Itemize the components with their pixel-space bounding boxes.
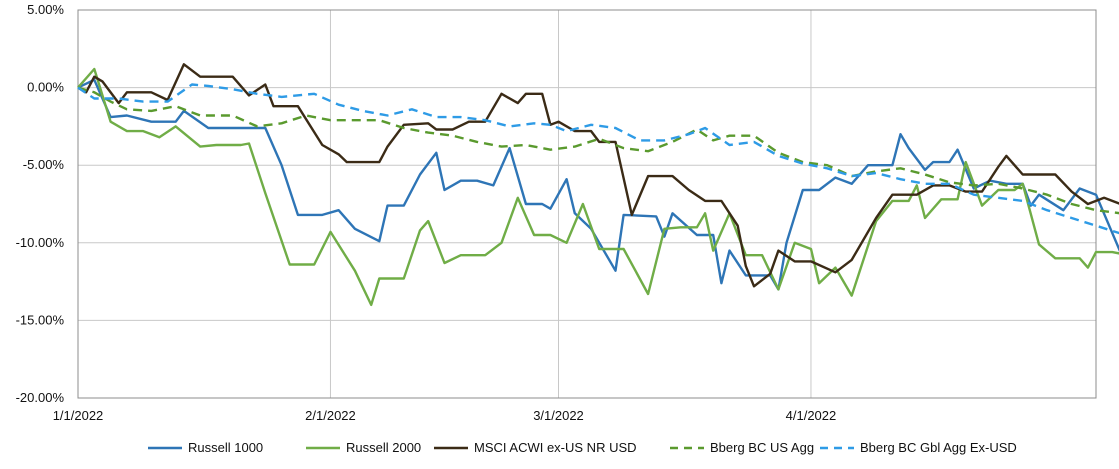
y-tick-label: 0.00%: [27, 80, 64, 95]
legend-label-msci-acwi-ex-us-nr-usd: MSCI ACWI ex-US NR USD: [474, 440, 637, 455]
x-tick-label: 1/1/2022: [53, 408, 104, 423]
legend-label-bberg-bc-gbl-agg-ex-usd: Bberg BC Gbl Agg Ex-USD: [860, 440, 1017, 455]
series-lines: [77, 63, 1119, 307]
y-tick-label: -5.00%: [23, 157, 65, 172]
x-tick-label: 4/1/2022: [786, 408, 837, 423]
legend-label-russell-2000: Russell 2000: [346, 440, 421, 455]
series-line-russell-2000: [77, 67, 1119, 307]
series-line-russell-1000: [77, 78, 1119, 291]
x-tick-label: 2/1/2022: [305, 408, 356, 423]
legend: Russell 1000 Russell 2000 MSCI ACWI ex-US …: [148, 440, 1017, 455]
plot-area: [77, 9, 1097, 399]
series-line-msci-acwi-ex-us-nr-usd: [77, 63, 1119, 288]
x-tick-label: 3/1/2022: [533, 408, 584, 423]
y-axis: 5.00% 0.00% -5.00% -10.00% -15.00% -20.00%: [16, 2, 65, 405]
y-tick-label: -15.00%: [16, 312, 65, 327]
y-tick-label: 5.00%: [27, 2, 64, 17]
x-axis: 1/1/2022 2/1/2022 3/1/2022 4/1/2022: [53, 408, 837, 423]
legend-label-russell-1000: Russell 1000: [188, 440, 263, 455]
y-tick-label: -20.00%: [16, 390, 65, 405]
y-tick-label: -10.00%: [16, 235, 65, 250]
series-line-bberg-bc-us-agg: [77, 86, 1119, 215]
legend-label-bberg-bc-us-agg: Bberg BC US Agg: [710, 440, 814, 455]
